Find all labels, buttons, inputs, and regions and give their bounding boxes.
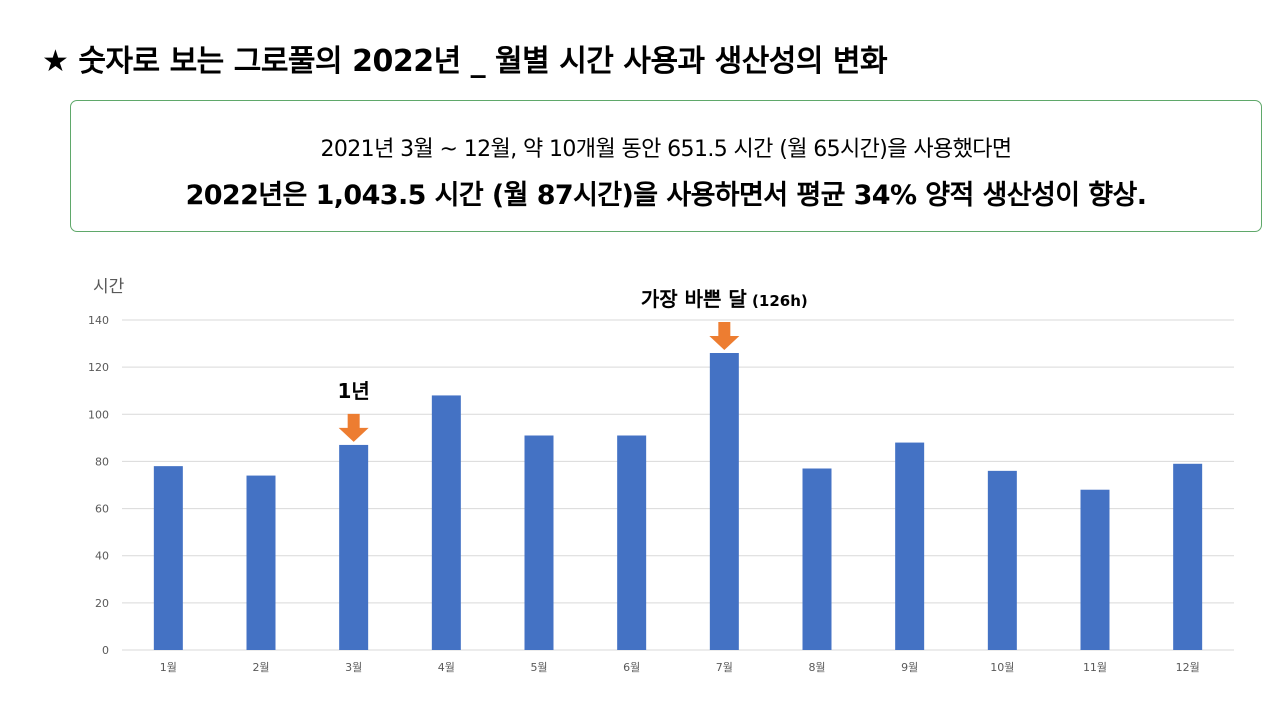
x-tick-label: 2월 [252,661,269,674]
y-tick-label: 100 [88,408,109,421]
bar-chart: 0 20 40 60 80 100 120 140 1월 2월 3월 4월 5월 6월 7월 8월 9월 10월 1… [88,287,1234,674]
bar [524,435,554,650]
bar [709,353,739,650]
bar [1080,489,1110,650]
bar [987,470,1017,650]
x-tick-label: 3월 [345,661,362,674]
x-tick-label: 1월 [160,661,177,674]
summary-line-2: 2022년은 1,043.5 시간 (월 87시간)을 사용하면서 평균 34%… [185,180,1147,211]
annotation-label: 가장 바쁜 달 (126h) [641,287,808,311]
y-tick-label: 40 [95,550,109,563]
x-tick-label: 7월 [716,661,733,674]
summary-box: 2021년 3월 ~ 12월, 약 10개월 동안 651.5 시간 (월 65… [70,100,1262,232]
bar [617,435,647,650]
x-tick-label: 11월 [1083,661,1107,674]
down-arrow-icon [709,322,740,350]
y-tick-label: 120 [88,361,109,374]
y-tick-label: 20 [95,597,109,610]
down-arrow-icon [338,413,369,442]
x-tick-label: 8월 [808,661,825,674]
bar [246,475,276,650]
x-tick-label: 10월 [990,661,1014,674]
y-axis-label: 시간 [93,277,125,297]
x-tick-label: 9월 [901,661,918,674]
bar [431,395,461,650]
summary-line-1: 2021년 3월 ~ 12월, 약 10개월 동안 651.5 시간 (월 65… [320,137,1012,162]
bar [895,442,925,650]
bar [153,466,183,650]
y-tick-label: 0 [102,644,109,657]
x-tick-label: 4월 [438,661,455,674]
x-tick-label: 12월 [1176,661,1200,674]
y-tick-label: 140 [88,314,109,327]
y-tick-label: 80 [95,455,109,468]
x-tick-label: 5월 [530,661,547,674]
bar [802,468,832,650]
bar [1173,463,1203,650]
annotation-label: 1년 [338,379,370,403]
y-tick-label: 60 [95,503,109,516]
x-tick-label: 6월 [623,661,640,674]
page-title: ★ 숫자로 보는 그로풀의 2022년 _ 월별 시간 사용과 생산성의 변화 [42,44,888,79]
bar [339,444,369,650]
